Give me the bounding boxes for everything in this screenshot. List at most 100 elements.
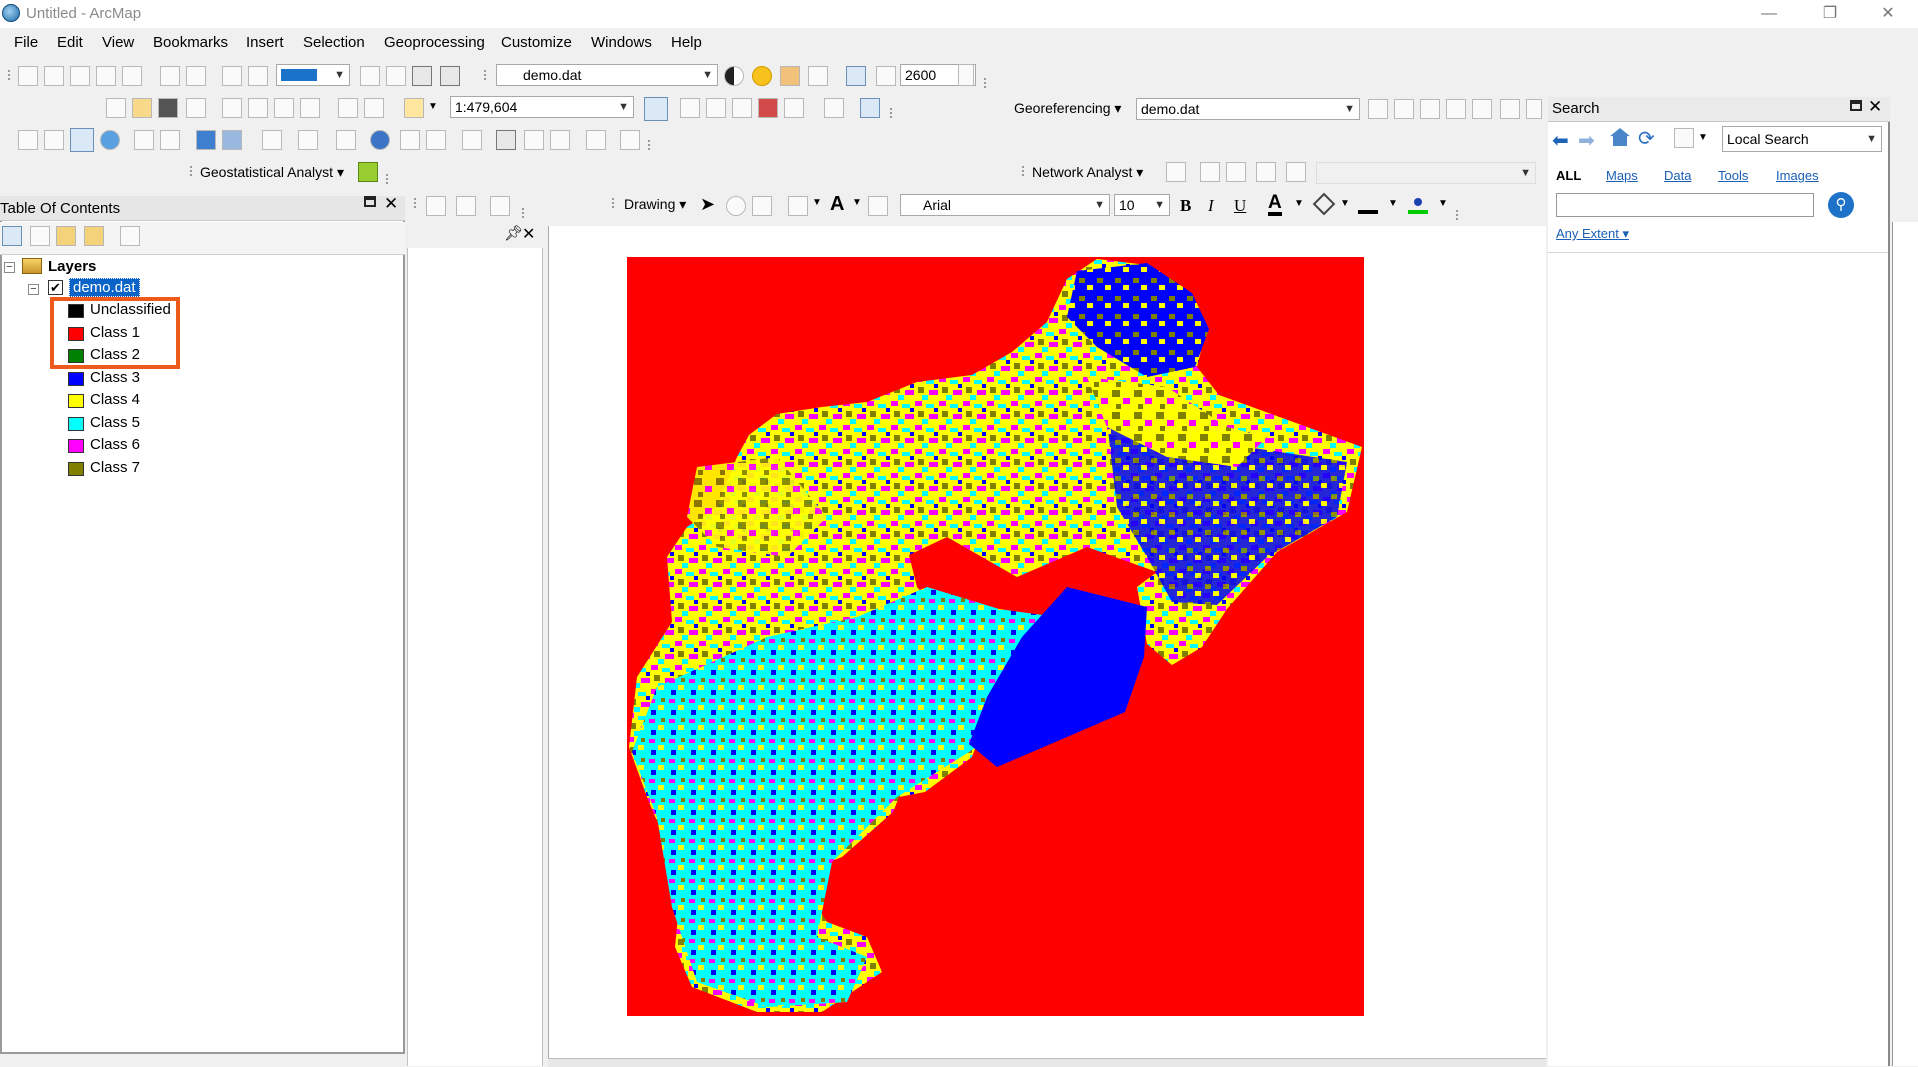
filter-tools[interactable]: Tools [1718, 168, 1749, 183]
new-document-icon[interactable] [106, 98, 126, 118]
save-icon[interactable] [158, 98, 178, 118]
toolbox-icon[interactable] [706, 98, 726, 118]
open-icon[interactable] [132, 98, 152, 118]
cut-icon[interactable] [222, 98, 242, 118]
network-tool-icon[interactable] [1256, 162, 1276, 182]
print-icon[interactable] [186, 98, 206, 118]
network-layer-combo[interactable]: ▼ [1316, 162, 1536, 184]
chevron-down-icon[interactable]: ▼ [1340, 198, 1350, 209]
redo-icon[interactable] [364, 98, 384, 118]
toolbar-grip[interactable] [612, 198, 619, 208]
tool-icon[interactable] [222, 66, 242, 86]
link-table-icon[interactable] [1500, 99, 1520, 119]
catalog-tree-icon[interactable] [824, 98, 844, 118]
list-by-drawing-order-icon[interactable] [2, 226, 22, 246]
legend-swatch[interactable] [68, 416, 84, 431]
color-combo[interactable]: ▼ [276, 64, 350, 86]
menu-edit[interactable]: Edit [57, 34, 83, 51]
search-input[interactable] [1556, 193, 1814, 217]
select-features-icon[interactable] [262, 130, 282, 150]
legend-swatch[interactable] [68, 461, 84, 476]
forward-extent-icon[interactable] [222, 130, 242, 150]
toolbar-grip[interactable] [190, 166, 197, 176]
add-control-point-icon[interactable] [1368, 99, 1388, 119]
layer-visibility-checkbox[interactable]: ✔ [48, 280, 63, 295]
list-by-selection-icon[interactable] [84, 226, 104, 246]
collapse-layer-icon[interactable]: − [28, 284, 39, 295]
tool-icon[interactable] [18, 66, 38, 86]
python-icon[interactable] [732, 98, 752, 118]
menu-windows[interactable]: Windows [591, 34, 652, 51]
refresh-icon[interactable]: ⟳ [1638, 128, 1655, 150]
font-size-combo[interactable]: 10 ▼ [1114, 194, 1170, 216]
marker-color-icon[interactable] [1408, 194, 1428, 214]
more-tools-icon[interactable] [1526, 99, 1542, 119]
fixed-zoom-in-icon[interactable] [134, 130, 154, 150]
tool-icon[interactable] [412, 66, 432, 86]
go-to-xy-icon[interactable] [550, 130, 570, 150]
drawing-menu[interactable]: Drawing ▾ [624, 196, 687, 212]
chevron-down-icon[interactable]: ▼ [1698, 132, 1708, 143]
undo-icon[interactable] [338, 98, 358, 118]
georeferencing-menu[interactable]: Georeferencing ▾ [1014, 100, 1122, 116]
close-window-button[interactable]: ✕ [1881, 5, 1895, 22]
legend-swatch[interactable] [68, 326, 84, 341]
layer-name-demo[interactable]: demo.dat [69, 278, 140, 297]
legend-label[interactable]: Class 7 [90, 458, 141, 476]
spinner-icon[interactable] [958, 64, 974, 86]
minimize-button[interactable]: — [1761, 5, 1777, 22]
control-point-icon[interactable] [1446, 99, 1466, 119]
zoom-out-icon[interactable] [44, 130, 64, 150]
hyperlink-icon[interactable] [400, 130, 420, 150]
menu-insert[interactable]: Insert [246, 34, 284, 51]
network-tool-icon[interactable] [1200, 162, 1220, 182]
rectangle-icon[interactable] [788, 196, 808, 216]
pan-icon[interactable] [70, 128, 94, 152]
swipe-icon[interactable] [808, 66, 828, 86]
chevron-down-icon[interactable]: ▼ [812, 197, 822, 208]
draw-tool-icon[interactable] [426, 196, 446, 216]
fixed-zoom-out-icon[interactable] [160, 130, 180, 150]
find-route-icon[interactable] [524, 130, 544, 150]
underline-button[interactable]: U [1234, 196, 1247, 215]
results-icon[interactable] [784, 98, 804, 118]
menu-file[interactable]: File [14, 34, 39, 51]
time-slider-icon[interactable] [586, 130, 606, 150]
chevron-down-icon[interactable]: ▼ [852, 197, 862, 208]
pin-icon[interactable]: 📌︎ [504, 225, 524, 242]
tool-icon[interactable] [386, 66, 406, 86]
copy-icon[interactable] [248, 98, 268, 118]
geostat-wizard-icon[interactable] [358, 162, 378, 182]
rotate-icon[interactable] [726, 196, 746, 216]
menu-help[interactable]: Help [671, 34, 702, 51]
legend-swatch[interactable] [68, 371, 84, 386]
toolbar-grip[interactable] [1022, 166, 1029, 176]
identify-icon[interactable] [370, 130, 390, 150]
network-tool-icon[interactable] [1226, 162, 1246, 182]
html-popup-icon[interactable] [426, 130, 446, 150]
effects-value-input[interactable]: 2600 [900, 64, 976, 86]
tool-icon[interactable] [160, 66, 180, 86]
find-icon[interactable] [496, 130, 516, 150]
catalog-icon[interactable] [680, 98, 700, 118]
toolbar-grip[interactable] [1456, 210, 1463, 220]
search-scope-combo[interactable]: Local Search ▼ [1722, 126, 1882, 152]
paste-icon[interactable] [274, 98, 294, 118]
zoom-whole-page-icon[interactable] [752, 196, 772, 216]
modelbuilder-icon[interactable] [758, 98, 778, 118]
chevron-down-icon[interactable]: ▼ [428, 101, 438, 112]
select-elements-arrow-icon[interactable]: ➤ [700, 194, 716, 214]
right-scroll-strip[interactable] [1892, 222, 1918, 1066]
legend-swatch[interactable] [68, 349, 84, 363]
collapse-layers-icon[interactable]: − [4, 262, 15, 273]
back-icon[interactable]: ⬅ [1552, 130, 1569, 152]
legend-label[interactable]: Class 6 [90, 436, 141, 453]
legend-swatch[interactable] [68, 394, 84, 408]
menu-customize[interactable]: Customize [501, 34, 572, 51]
full-extent-icon[interactable] [100, 130, 120, 150]
close-icon[interactable]: ✕ [522, 226, 536, 243]
list-by-source-icon[interactable] [30, 226, 50, 246]
legend-label[interactable]: Class 3 [90, 368, 141, 386]
toolbar-grip[interactable] [522, 208, 529, 218]
draw-tool-icon[interactable] [490, 196, 510, 216]
